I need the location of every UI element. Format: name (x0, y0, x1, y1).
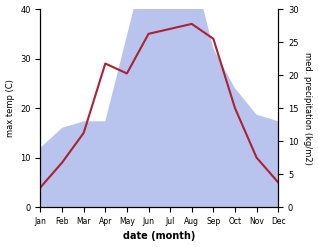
Y-axis label: max temp (C): max temp (C) (5, 79, 15, 137)
X-axis label: date (month): date (month) (123, 231, 196, 242)
Y-axis label: med. precipitation (kg/m2): med. precipitation (kg/m2) (303, 52, 313, 165)
